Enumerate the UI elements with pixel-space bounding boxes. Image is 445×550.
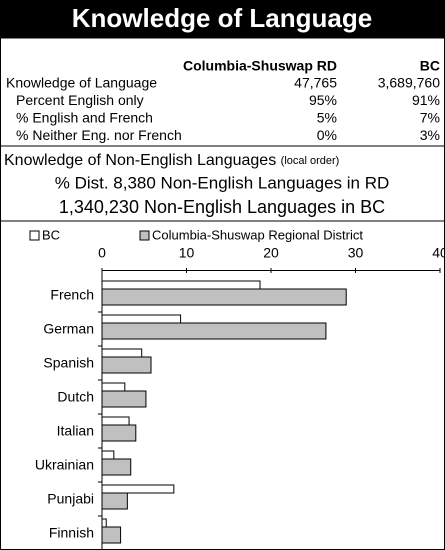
y-tick-label: German <box>43 321 94 337</box>
bar <box>101 458 132 476</box>
bar <box>101 288 347 306</box>
cell: 95% <box>309 92 337 108</box>
row-label: % English and French <box>16 110 153 126</box>
y-tick-label: Punjabi <box>47 491 94 507</box>
bar <box>101 390 147 408</box>
cell: 47,765 <box>294 75 337 91</box>
column-header: BC <box>420 58 440 74</box>
y-tick-label: Finnish <box>49 525 94 541</box>
x-tick-label: 0 <box>98 245 106 261</box>
cell: 3,689,760 <box>378 75 440 91</box>
info-line: 1,340,230 Non-English Languages in BC <box>59 197 385 217</box>
bar <box>101 492 128 510</box>
bar <box>101 518 107 528</box>
x-tick-label: 10 <box>179 245 195 261</box>
bar <box>101 416 130 426</box>
info-line: % Dist. 8,380 Non-English Languages in R… <box>55 173 390 192</box>
bar <box>101 382 126 392</box>
bar <box>101 526 122 544</box>
bar <box>101 356 152 374</box>
legend-label: BC <box>42 227 60 242</box>
bar <box>101 348 143 358</box>
cell: 91% <box>412 92 440 108</box>
legend-swatch <box>29 230 40 241</box>
y-tick-label: Italian <box>57 423 94 439</box>
y-tick-label: Ukrainian <box>35 457 94 473</box>
bar <box>101 424 137 442</box>
cell: 0% <box>317 127 337 143</box>
bar <box>101 280 261 290</box>
subtitle-note: (local order) <box>281 155 340 167</box>
subtitle-text: Knowledge of Non-English Languages <box>4 152 276 169</box>
y-tick-label: Spanish <box>43 355 94 371</box>
legend-label: Columbia-Shuswap Regional District <box>152 227 363 242</box>
cell: 7% <box>420 110 440 126</box>
bar <box>101 322 327 340</box>
x-tick-label: 20 <box>263 245 279 261</box>
bar <box>101 484 175 494</box>
y-tick-label: French <box>50 287 94 303</box>
header-title: Knowledge of Language <box>72 3 372 33</box>
cell: 3% <box>420 127 440 143</box>
column-header: Columbia-Shuswap RD <box>183 58 337 74</box>
cell: 5% <box>317 110 337 126</box>
header-bar <box>0 0 445 38</box>
row-label: % Neither Eng. nor French <box>16 127 182 143</box>
bar <box>101 450 115 460</box>
bar <box>101 314 182 324</box>
x-tick-label: 40 <box>432 245 445 261</box>
x-tick-label: 30 <box>348 245 364 261</box>
legend-swatch <box>139 230 150 241</box>
row-label: Knowledge of Language <box>6 75 157 91</box>
row-label: Percent English only <box>16 92 144 108</box>
y-tick-label: Dutch <box>57 389 94 405</box>
subtitle: Knowledge of Non-English Languages (loca… <box>4 152 339 169</box>
